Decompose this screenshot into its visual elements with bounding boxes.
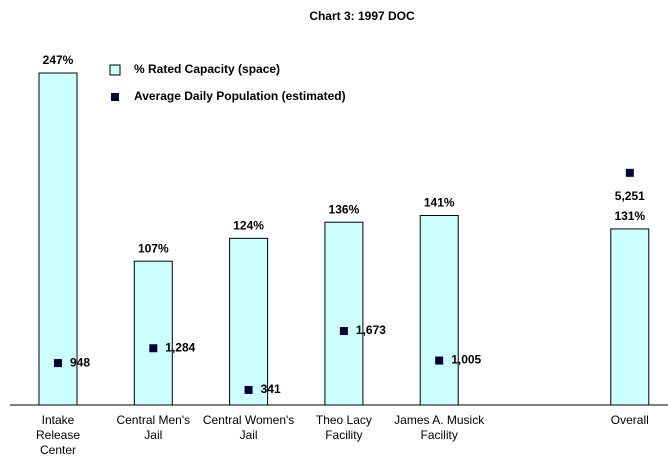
bar-value-label: 141% [424,196,455,210]
x-tick-label: Central Men's Jail [116,413,191,442]
marker [54,359,62,368]
bar-value-label: 131% [614,209,645,223]
marker-value-label: 1,284 [165,340,195,354]
chart-title: Chart 3: 1997 DOC [309,9,415,23]
legend-label: % Rated Capacity (space) [134,62,280,76]
legend-label: Average Daily Population (estimated) [134,89,346,103]
bar [324,221,364,406]
marker-value-label: 948 [70,355,90,369]
marker-value-label: 5,251 [615,189,645,203]
bar-value-label: 247% [43,53,74,67]
bar [419,214,459,406]
bar-value-label: 136% [329,202,360,216]
legend-swatch [111,93,119,101]
x-tick-label: Overall [610,413,649,427]
x-tick-label: Theo Lacy Facility [315,413,372,442]
bar [38,72,78,406]
x-tick-label: Intake Release Center [35,413,81,457]
bar [133,260,173,406]
bar [610,228,650,406]
marker [625,168,634,177]
marker [435,356,444,365]
marker-value-label: 1,005 [451,353,481,367]
bar-value-label: 124% [233,219,264,233]
marker-value-label: 341 [261,382,281,396]
marker-value-label: 1,673 [356,323,386,337]
marker [244,385,253,394]
bar [229,237,269,406]
x-tick-label: James A. Musick Facility [394,413,485,442]
bar-value-label: 107% [138,241,169,255]
marker [339,327,348,336]
x-tick-label: Central Women's Jail [202,413,295,442]
marker [149,344,158,353]
legend-swatch [109,64,121,76]
